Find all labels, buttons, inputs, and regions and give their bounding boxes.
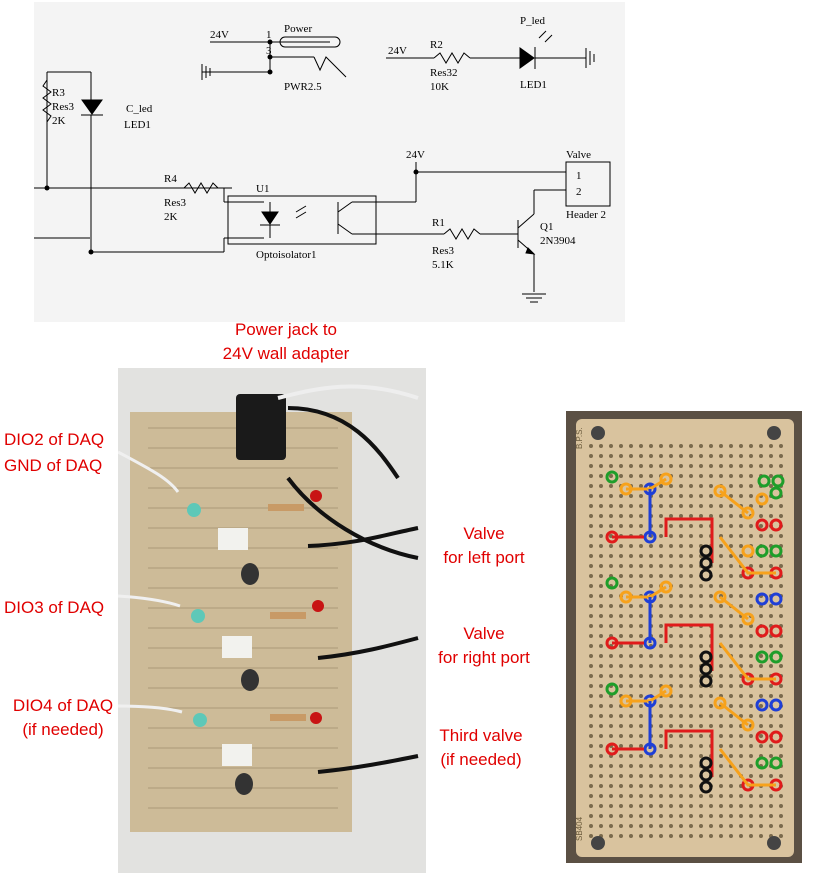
c-led-label: C_led <box>126 103 153 115</box>
resistor <box>268 504 304 511</box>
valve-right-label: Valve for right port <box>438 624 530 667</box>
r3-resistor <box>42 79 52 123</box>
r2-value: 10K <box>430 81 449 93</box>
r3-type: Res3 <box>52 101 75 113</box>
c-led <box>193 713 207 727</box>
c-led-part: LED1 <box>124 119 151 131</box>
wiring-block-2 <box>605 576 783 688</box>
junction-dot <box>88 249 94 255</box>
resistor <box>270 612 306 619</box>
power-label: Power <box>284 23 312 35</box>
schematic-panel: R3 Res3 2K C_led LED1 24V Power 1 3 PWR2… <box>34 2 625 322</box>
pin3-label: 3 <box>266 45 272 57</box>
p-led <box>312 600 324 612</box>
c-led <box>191 609 205 623</box>
opto-led <box>261 211 279 225</box>
optoisolator <box>218 528 248 550</box>
circuit-photo <box>118 368 426 873</box>
junction-dot <box>413 169 419 175</box>
valve-header-box <box>565 161 611 207</box>
r4-type: Res3 <box>164 197 187 209</box>
channel-3 <box>193 712 322 795</box>
r3-value: 2K <box>52 115 66 127</box>
transistor <box>235 773 253 795</box>
optoisolator <box>222 744 252 766</box>
pin1-label: 1 <box>266 29 272 41</box>
u1-label: U1 <box>256 183 269 195</box>
pled-24v-label: 24V <box>388 45 407 57</box>
resistor <box>270 714 306 721</box>
r4-label: R4 <box>164 173 177 185</box>
channel-2 <box>191 600 324 691</box>
c-led <box>187 503 201 517</box>
schematic-diagram: R3 Res3 2K C_led LED1 24V Power 1 3 PWR2… <box>34 15 611 303</box>
q1-label: Q1 <box>540 221 553 233</box>
transistor <box>241 669 259 691</box>
r2-type: Res32 <box>430 67 458 79</box>
board-top-text: B.P.S. <box>575 427 584 449</box>
optoisolator-box <box>227 195 377 245</box>
optoisolator <box>222 636 252 658</box>
board-bottom-text: SB404 <box>575 816 584 841</box>
r4-value: 2K <box>164 211 178 223</box>
stripboard <box>130 412 352 832</box>
u1-part: Optoisolator1 <box>256 249 317 261</box>
wiring-block-3 <box>605 682 783 794</box>
junction-dot <box>44 185 50 191</box>
c-led-diode <box>81 99 103 115</box>
r1-resistor <box>443 228 481 240</box>
r4-resistor <box>183 182 219 194</box>
p-led <box>310 712 322 724</box>
power-jack <box>236 394 286 460</box>
valve-label: Valve <box>566 149 591 161</box>
valve-24v-label: 24V <box>406 149 425 161</box>
dio2-label: DIO2 of DAQ <box>4 430 105 449</box>
p-led <box>310 490 322 502</box>
valve-left-label: Valve for left port <box>443 524 525 567</box>
third-valve-label: Third valve (if needed) <box>439 726 523 769</box>
junction-dot <box>267 39 273 45</box>
r3-label: R3 <box>52 87 65 99</box>
transistor <box>241 563 259 585</box>
valve-pin2: 2 <box>576 186 582 198</box>
r1-type: Res3 <box>432 245 455 257</box>
header-label: Header 2 <box>566 209 606 221</box>
junction-dot <box>267 54 273 60</box>
p-led-part: LED1 <box>520 79 547 91</box>
r2-label: R2 <box>430 39 443 51</box>
power-24v-label: 24V <box>210 29 229 41</box>
wiring-block-1 <box>605 470 785 582</box>
pwr-label: PWR2.5 <box>284 81 322 93</box>
p-led-diode <box>519 47 535 69</box>
channel-1 <box>187 490 322 585</box>
junction-dot <box>267 69 273 75</box>
r1-label: R1 <box>432 217 445 229</box>
power-jack-symbol <box>279 36 341 48</box>
valve-left-wire <box>307 526 419 548</box>
power-jack-label: Power jack to 24V wall adapter <box>222 320 350 363</box>
r2-resistor <box>433 52 471 64</box>
dio3-label: DIO3 of DAQ <box>4 598 105 617</box>
gnd-label: GND of DAQ <box>4 456 103 475</box>
wiring-layout-board: B.P.S. SB404 <box>566 411 802 863</box>
q1-part: 2N3904 <box>540 235 576 247</box>
r1-value: 5.1K <box>432 259 454 271</box>
valve-pin1: 1 <box>576 170 582 182</box>
p-led-label: P_led <box>520 15 546 27</box>
dio4-label: DIO4 of DAQ (if needed) <box>12 696 114 739</box>
